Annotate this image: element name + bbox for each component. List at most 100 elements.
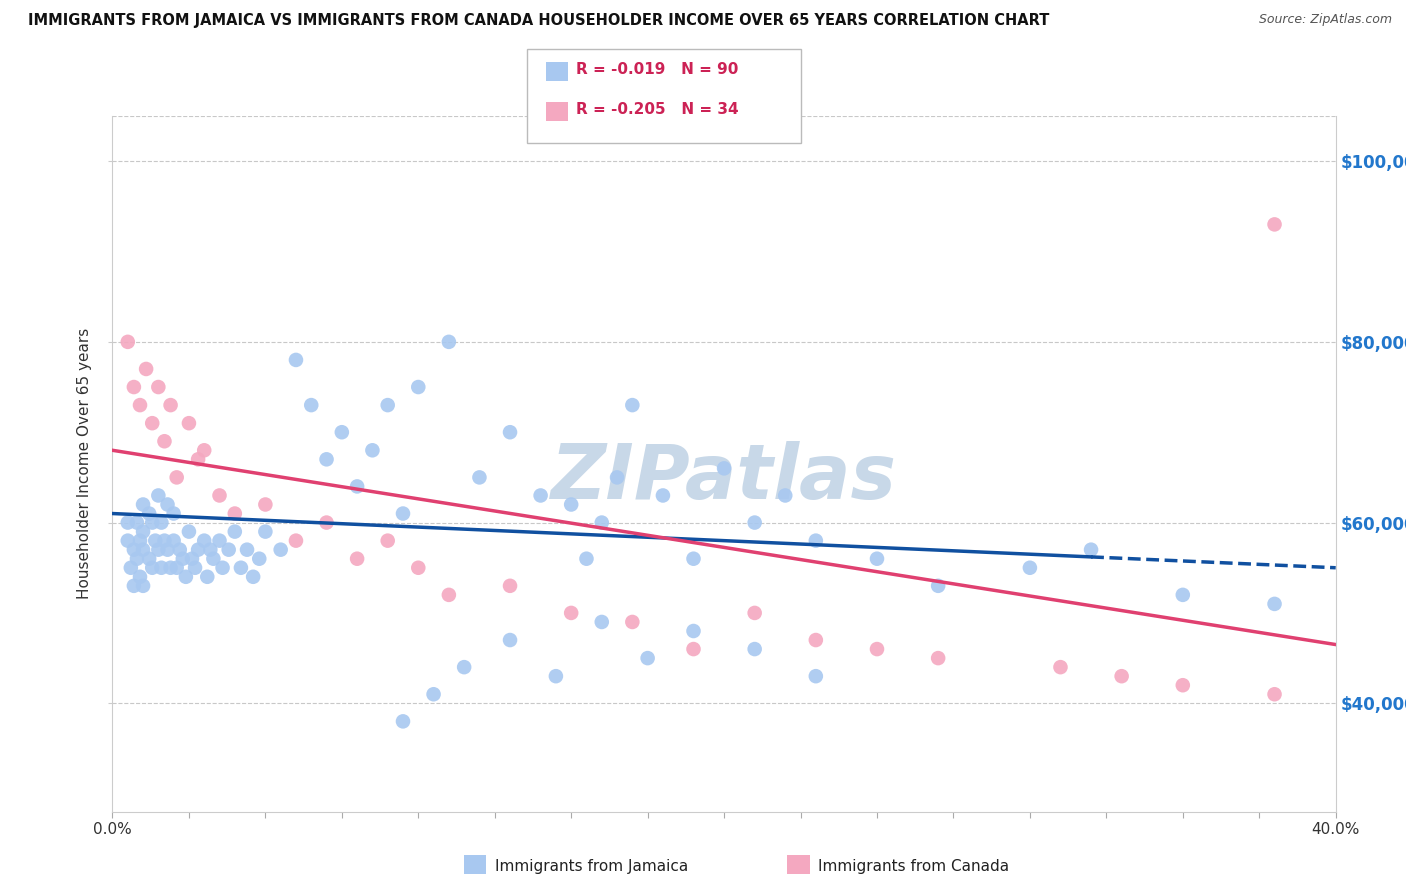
Point <box>148 488 170 502</box>
Point <box>1111 669 1133 683</box>
Point <box>138 507 160 521</box>
Point <box>744 606 766 620</box>
Point <box>195 570 218 584</box>
Point <box>132 579 155 593</box>
Point <box>159 560 181 574</box>
Point <box>193 533 215 548</box>
Point <box>184 560 207 574</box>
Point <box>1080 542 1102 557</box>
Point <box>254 524 277 539</box>
Point <box>560 498 582 512</box>
Point <box>172 551 194 566</box>
Point <box>1049 660 1071 674</box>
Point <box>156 542 179 557</box>
Point <box>530 488 553 502</box>
Point <box>1264 687 1286 701</box>
Point <box>132 542 155 557</box>
Point <box>202 551 225 566</box>
Point <box>713 461 735 475</box>
Text: R = -0.205   N = 34: R = -0.205 N = 34 <box>576 102 740 117</box>
Point <box>270 542 292 557</box>
Point <box>181 551 204 566</box>
Point <box>153 434 176 449</box>
Point <box>211 560 233 574</box>
Point <box>591 516 613 530</box>
Point <box>254 498 277 512</box>
Point <box>377 533 399 548</box>
Point <box>1171 678 1194 692</box>
Point <box>591 615 613 629</box>
Point <box>775 488 797 502</box>
Point <box>1018 560 1040 574</box>
Point <box>163 533 186 548</box>
Text: Source: ZipAtlas.com: Source: ZipAtlas.com <box>1258 13 1392 27</box>
Point <box>544 669 567 683</box>
Point <box>346 479 368 493</box>
Point <box>208 533 231 548</box>
Point <box>284 353 308 368</box>
Point <box>866 551 889 566</box>
Point <box>1171 588 1194 602</box>
Point <box>200 542 222 557</box>
Point <box>606 470 628 484</box>
Point <box>150 516 173 530</box>
Point <box>804 633 827 648</box>
Point <box>437 334 460 349</box>
Point <box>242 570 264 584</box>
Point <box>224 524 246 539</box>
Point <box>122 579 145 593</box>
Point <box>804 669 827 683</box>
Point <box>159 398 181 412</box>
Point <box>208 488 231 502</box>
Point <box>122 542 145 557</box>
Point <box>129 398 152 412</box>
Point <box>148 380 170 394</box>
Point <box>143 533 166 548</box>
Point <box>141 516 163 530</box>
Point <box>117 334 139 349</box>
Point <box>166 470 188 484</box>
Point <box>148 542 170 557</box>
Point <box>560 606 582 620</box>
Point <box>377 398 399 412</box>
Point <box>621 398 644 412</box>
Point <box>1264 597 1286 611</box>
Point <box>141 416 163 430</box>
Point <box>468 470 491 484</box>
Point <box>682 642 704 657</box>
Text: IMMIGRANTS FROM JAMAICA VS IMMIGRANTS FROM CANADA HOUSEHOLDER INCOME OVER 65 YEA: IMMIGRANTS FROM JAMAICA VS IMMIGRANTS FR… <box>28 13 1049 29</box>
Point <box>682 551 704 566</box>
Point <box>218 542 240 557</box>
Point <box>150 560 173 574</box>
Point <box>866 642 889 657</box>
Text: Immigrants from Canada: Immigrants from Canada <box>818 859 1010 874</box>
Point <box>315 516 337 530</box>
Point <box>132 524 155 539</box>
Point <box>187 452 209 467</box>
Point <box>499 633 522 648</box>
Point <box>499 579 522 593</box>
Point <box>229 560 252 574</box>
Point <box>804 533 827 548</box>
Point <box>927 651 949 665</box>
Point <box>153 533 176 548</box>
Y-axis label: Householder Income Over 65 years: Householder Income Over 65 years <box>77 328 93 599</box>
Point <box>138 551 160 566</box>
Point <box>193 443 215 458</box>
Point <box>135 362 157 376</box>
Point <box>392 714 415 729</box>
Text: R = -0.019   N = 90: R = -0.019 N = 90 <box>576 62 738 77</box>
Point <box>437 588 460 602</box>
Point <box>224 507 246 521</box>
Point <box>177 524 200 539</box>
Point <box>621 615 644 629</box>
Point <box>174 570 197 584</box>
Point <box>652 488 675 502</box>
Point <box>156 498 179 512</box>
Point <box>927 579 949 593</box>
Point <box>284 533 308 548</box>
Point <box>408 380 430 394</box>
Point <box>236 542 259 557</box>
Point <box>330 425 353 440</box>
Point <box>453 660 475 674</box>
